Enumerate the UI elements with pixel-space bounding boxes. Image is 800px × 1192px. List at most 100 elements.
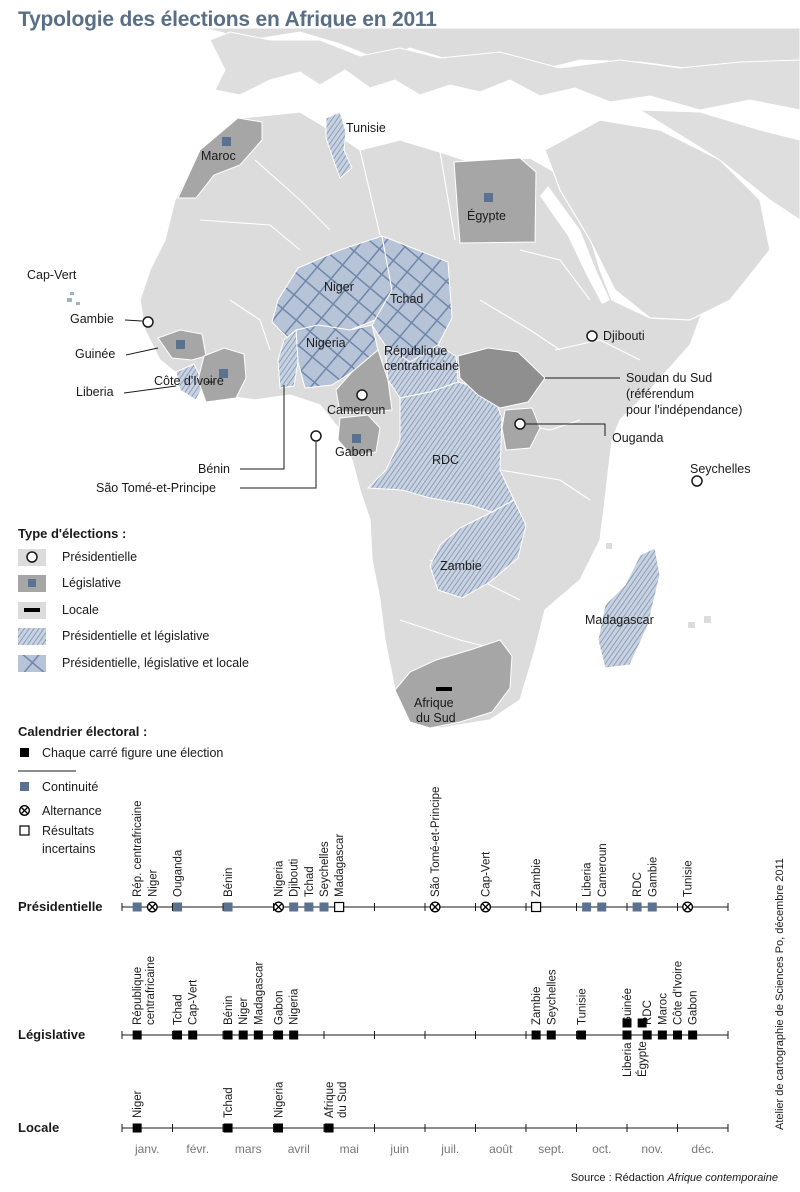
election-marker-election (274, 1123, 284, 1133)
legend-calendar-title: Calendrier électoral : (18, 724, 147, 739)
country-benin (277, 328, 299, 389)
legislative-marker-cote-ivoire (219, 369, 228, 378)
label-rca-1: République (384, 344, 447, 358)
election-marker-continuite (132, 902, 142, 912)
event-label: Tchad (173, 994, 185, 1025)
timeline-row-label: Présidentielle (18, 899, 103, 914)
event-label: Tunisie (577, 988, 589, 1025)
presidential-marker-seychelles (691, 475, 703, 487)
legend-calendar-square: Chaque carré figure une élection (42, 746, 223, 760)
credit-text: Atelier de cartographie de Sciences Po, … (774, 858, 786, 1130)
month-label: août (489, 1142, 513, 1156)
month-label: nov. (641, 1142, 663, 1156)
event-label: Niger (132, 1090, 144, 1118)
month-label: mars (235, 1142, 262, 1156)
event-label: Seychelles (546, 969, 558, 1025)
presidential-marker-gambie (142, 316, 154, 328)
legislative-marker-guinee (176, 340, 185, 349)
event-label: Bénin (223, 996, 235, 1025)
svg-text:Locale: Locale (62, 603, 99, 617)
election-marker-continuite (632, 902, 642, 912)
legislative-marker-maroc (222, 137, 231, 146)
presidential-marker-djibouti (586, 330, 598, 342)
local-marker-afrique-sud (436, 687, 452, 691)
election-marker-continuite (647, 902, 657, 912)
map-labels: Tunisie Maroc Égypte Cap-Vert Niger Tcha… (27, 121, 750, 725)
label-gabon: Gabon (335, 445, 373, 459)
election-marker-stacked (637, 1018, 647, 1028)
event-label: Gabon (688, 990, 700, 1025)
event-label: Gambie (647, 857, 659, 897)
event-label-below: Égypte (636, 1041, 649, 1077)
label-rca-2: centrafricaine (384, 359, 459, 373)
election-marker-election (324, 1123, 334, 1133)
event-label: Afrique (324, 1082, 336, 1118)
election-marker-election (223, 1123, 233, 1133)
election-marker-election (274, 1030, 284, 1040)
event-label: Seychelles (319, 841, 331, 897)
event-label: São Tomé-et-Principe (430, 787, 442, 897)
election-marker-election (657, 1030, 667, 1040)
event-label: Nigeria (289, 988, 301, 1025)
event-label: Cap-Vert (481, 851, 493, 897)
label-gambie: Gambie (70, 312, 114, 326)
label-cameroun: Cameroun (327, 403, 385, 417)
month-label: mai (340, 1142, 359, 1156)
legislative-marker-gabon (352, 434, 361, 443)
election-marker-continuite (582, 902, 592, 912)
election-marker-continuite (289, 902, 299, 912)
label-guinee: Guinée (75, 347, 115, 361)
map-symbols (142, 137, 703, 691)
election-marker-election (238, 1030, 248, 1040)
election-marker-stacked (622, 1018, 632, 1028)
legend-item-locale: Locale (18, 602, 99, 619)
event-label: Liberia (582, 862, 594, 897)
election-marker-election (188, 1030, 198, 1040)
month-label: déc. (691, 1142, 714, 1156)
label-nigeria: Nigeria (306, 336, 346, 350)
label-tchad: Tchad (390, 292, 423, 306)
election-marker-continuite (304, 902, 314, 912)
event-label-below: Liberia (622, 1042, 634, 1077)
event-label: Tunisie (683, 860, 695, 897)
map-title: Typologie des élections en Afrique en 20… (18, 8, 437, 31)
event-label: Zambie (531, 859, 543, 897)
legend-calendar: Calendrier électoral : Chaque carré figu… (18, 724, 223, 856)
legend-item-pres-leg: Présidentielle et législative (18, 628, 209, 645)
svg-text:Présidentielle: Présidentielle (62, 550, 137, 564)
election-marker-election (577, 1030, 587, 1040)
source-text: Source : Rédaction Afrique contemporaine (571, 1172, 778, 1184)
label-madagascar: Madagascar (585, 613, 654, 627)
month-label: avril (288, 1142, 310, 1156)
label-ouganda: Ouganda (612, 431, 663, 445)
label-afrique-sud-1: Afrique (414, 696, 454, 710)
event-label: centrafricaine (145, 956, 157, 1025)
election-marker-election (531, 1030, 541, 1040)
event-label: Guinée (622, 988, 634, 1025)
label-egypte: Égypte (467, 208, 506, 223)
election-marker-continuite (223, 902, 233, 912)
alternance-legend-icon (19, 805, 30, 816)
election-marker-election (173, 1030, 183, 1040)
event-label: Cap-Vert (188, 979, 200, 1025)
timeline-row-label: Législative (18, 1027, 85, 1042)
election-marker-continuite (597, 902, 607, 912)
country-egypte (453, 157, 537, 244)
map-leader-lines (123, 319, 620, 489)
event-label: Gabon (274, 990, 286, 1025)
election-marker-election (253, 1030, 263, 1040)
label-seychelles: Seychelles (690, 462, 750, 476)
label-liberia: Liberia (76, 385, 114, 399)
election-marker-continuite (319, 902, 329, 912)
country-cameroun (335, 349, 393, 413)
presidential-marker-ouganda (514, 418, 526, 430)
election-marker-election (289, 1030, 299, 1040)
election-marker-election (688, 1030, 698, 1040)
election-marker-continuite (173, 902, 183, 912)
legend-types: Type d'élections : Présidentielle Législ… (18, 526, 249, 672)
svg-text:Présidentielle et législative: Présidentielle et législative (62, 629, 209, 643)
label-rdc: RDC (432, 453, 459, 467)
alternance-icon (146, 901, 158, 913)
timeline-row-label: Locale (18, 1120, 59, 1135)
